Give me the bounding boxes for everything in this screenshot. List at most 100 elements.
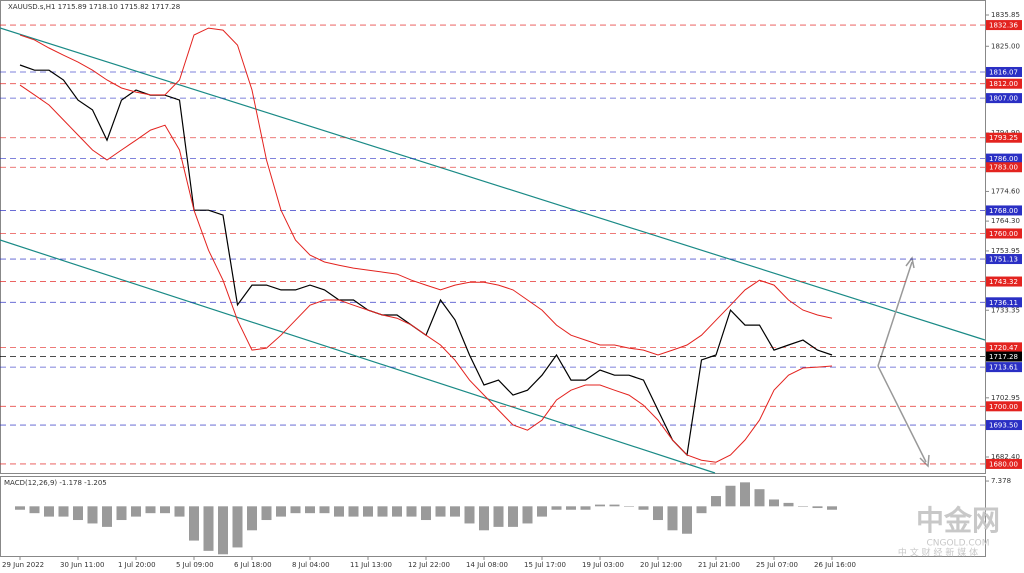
y-tick-label: 1733.35: [991, 306, 1020, 314]
band-line: [19, 84, 833, 463]
macd-bar: [812, 506, 823, 509]
macd-bar: [15, 506, 25, 510]
macd-bar: [508, 506, 518, 527]
level-label: 1717.28: [989, 353, 1018, 361]
level-tag: [986, 401, 1022, 412]
level-label: 1812.00: [989, 80, 1018, 88]
macd-bar: [682, 506, 692, 534]
projection-arrows: [877, 256, 930, 468]
macd-bar: [232, 506, 243, 548]
macd-bar: [667, 506, 678, 531]
macd-bar: [609, 504, 620, 507]
y-tick-label: 7.378: [991, 477, 1011, 485]
macd-bar: [58, 506, 69, 517]
x-tick-label: 25 Jul 07:00: [756, 561, 798, 569]
x-tick-label: 15 Jul 17:00: [524, 561, 566, 569]
macd-bar: [87, 506, 98, 524]
level-tag: [986, 93, 1022, 104]
macd-bar: [624, 506, 634, 507]
x-tick-label: 30 Jun 11:00: [60, 561, 104, 569]
level-label: 1700.00: [989, 403, 1018, 411]
level-label: 1760.00: [989, 230, 1018, 238]
level-tag: [986, 276, 1022, 287]
band-line: [19, 27, 833, 356]
level-tag: [986, 458, 1022, 469]
x-tick-label: 20 Jul 12:00: [640, 561, 682, 569]
macd-bar: [406, 506, 417, 517]
level-label: 1783.00: [989, 164, 1018, 172]
level-label: 1793.25: [989, 134, 1018, 142]
level-tag: [986, 420, 1022, 431]
level-label: 1680.00: [989, 460, 1018, 468]
macd-bar: [290, 506, 301, 514]
macd-bar: [160, 506, 170, 514]
watermark-name: 中金网: [916, 504, 1000, 537]
macd-bar: [754, 489, 765, 507]
macd-bar: [595, 504, 605, 507]
level-tag: [986, 20, 1022, 31]
x-tick-label: 11 Jul 13:00: [350, 561, 392, 569]
price-panel: [0, 0, 986, 474]
x-tick-label: 26 Jul 16:00: [814, 561, 856, 569]
macd-bar: [116, 506, 127, 521]
macd-bar: [580, 506, 591, 510]
macd-bar: [696, 506, 707, 514]
macd-bar: [203, 506, 214, 551]
level-label: 1713.61: [989, 364, 1018, 372]
x-tick-label: 6 Jul 18:00: [234, 561, 272, 569]
macd-bar: [363, 506, 373, 517]
macd-bar: [769, 499, 779, 507]
level-label: 1743.32: [989, 278, 1018, 286]
macd-bar: [131, 506, 141, 517]
level-tag: [986, 254, 1022, 265]
level-tag: [986, 205, 1022, 216]
level-label: 1751.13: [989, 256, 1018, 264]
macd-bar: [450, 506, 460, 517]
macd-bar: [522, 506, 533, 524]
macd-bar: [174, 506, 185, 517]
level-tag: [986, 78, 1022, 89]
macd-bar: [725, 485, 736, 507]
macd-bar: [218, 506, 228, 555]
macd-bar: [247, 506, 257, 531]
macd-bar: [464, 506, 475, 524]
macd-bar: [537, 506, 547, 517]
channel-upper: [0, 27, 986, 341]
level-tag: [986, 153, 1022, 164]
level-label: 1832.36: [989, 22, 1018, 30]
level-label: 1736.11: [989, 299, 1018, 307]
macd-bar: [566, 506, 576, 510]
macd-bar: [334, 506, 344, 517]
macd-bar: [305, 506, 315, 514]
x-tick-label: 12 Jul 22:00: [408, 561, 450, 569]
watermark-site: CNGOLD.COM: [926, 539, 989, 549]
macd-bar: [638, 506, 649, 510]
macd-bar: [377, 506, 388, 517]
level-label: 1768.00: [989, 207, 1018, 215]
macd-bar: [827, 506, 837, 510]
level-label: 1786.00: [989, 155, 1018, 163]
level-label: 1693.50: [989, 422, 1018, 430]
macd-bar: [319, 506, 330, 514]
macd-bar: [711, 496, 721, 507]
y-tick-label: 1825.00: [991, 42, 1020, 50]
macd-bar: [261, 506, 272, 521]
level-label: 1807.00: [989, 95, 1018, 103]
macd-bar: [44, 506, 54, 517]
level-tag: [986, 66, 1022, 77]
y-tick-label: 1835.85: [991, 11, 1020, 19]
x-tick-label: 19 Jul 03:00: [582, 561, 624, 569]
level-tag: [986, 297, 1022, 308]
macd-bar: [145, 506, 156, 514]
macd-bar: [798, 506, 808, 507]
macd-bar: [653, 506, 663, 521]
x-tick-label: 8 Jul 04:00: [292, 561, 330, 569]
watermark-slogan: 中 文 财 经 新 媒 体: [898, 547, 978, 559]
macd-bar: [102, 506, 112, 527]
x-tick-label: 1 Jul 20:00: [118, 561, 156, 569]
y-tick-label: 1753.95: [991, 247, 1020, 255]
macd-bar: [348, 506, 359, 517]
macd-bar: [189, 506, 199, 541]
macd-bar: [276, 506, 286, 517]
